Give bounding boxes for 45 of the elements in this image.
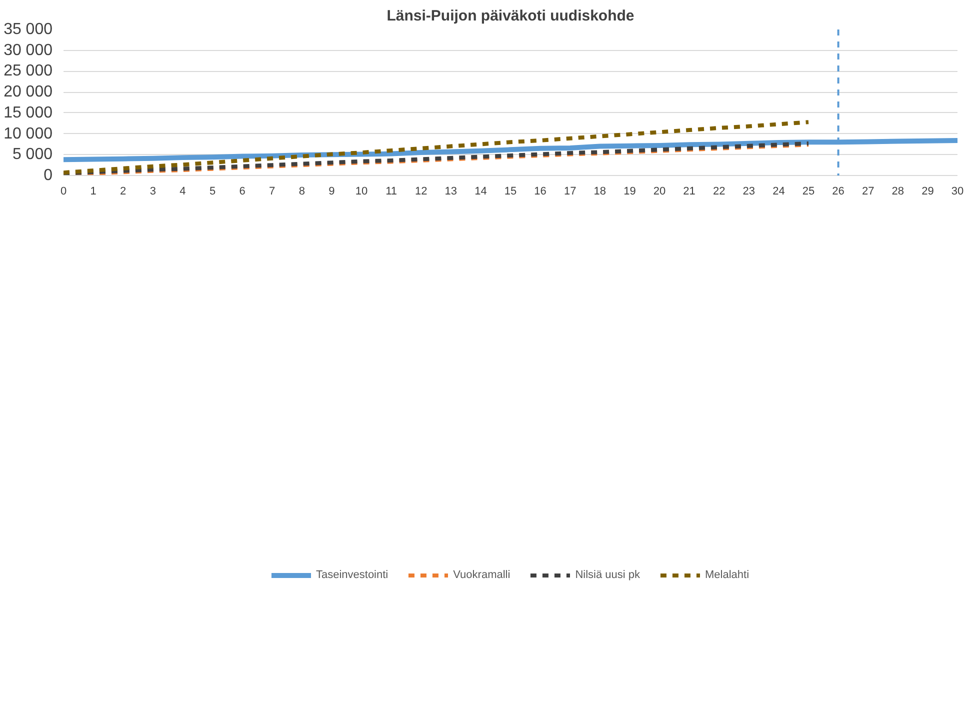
x-tick-label: 20 bbox=[653, 186, 666, 198]
y-tick-label: 5 000 bbox=[12, 146, 53, 164]
x-tick-label: 17 bbox=[564, 186, 576, 198]
x-tick-label: 7 bbox=[269, 186, 276, 198]
y-tick-label: 15 000 bbox=[4, 104, 53, 122]
x-tick-label: 8 bbox=[298, 186, 305, 198]
legend-label: Taseinvestointi bbox=[316, 569, 388, 581]
x-tick-label: 18 bbox=[594, 186, 606, 198]
legend-label: Vuokramalli bbox=[453, 569, 510, 581]
x-tick-label: 4 bbox=[180, 186, 186, 198]
y-tick-label: 30 000 bbox=[4, 42, 53, 59]
x-tick-label: 14 bbox=[474, 186, 487, 198]
y-tick-label: 10 000 bbox=[4, 125, 53, 142]
x-tick-label: 24 bbox=[772, 186, 785, 198]
x-tick-label: 12 bbox=[414, 186, 428, 198]
x-tick-label: 15 bbox=[504, 186, 517, 198]
x-tick-label: 25 bbox=[802, 186, 815, 198]
x-tick-label: 13 bbox=[444, 186, 458, 198]
x-tick-label: 11 bbox=[386, 186, 398, 198]
legend-label: Nilsiä uusi pk bbox=[575, 569, 640, 581]
y-tick-label: 25 000 bbox=[4, 62, 53, 80]
x-tick-label: 6 bbox=[239, 186, 246, 198]
x-tick-label: 30 bbox=[951, 186, 964, 198]
x-tick-label: 2 bbox=[120, 186, 126, 198]
legend-label: Melalahti bbox=[705, 569, 750, 581]
line-series bbox=[64, 120, 810, 175]
x-tick-label: 0 bbox=[60, 186, 67, 198]
x-tick-label: 10 bbox=[355, 186, 368, 198]
x-tick-label: 9 bbox=[328, 186, 335, 198]
x-tick-label: 21 bbox=[683, 186, 696, 198]
x-tick-label: 5 bbox=[209, 186, 216, 198]
y-tick-label: 20 000 bbox=[4, 84, 53, 101]
x-tick-label: 3 bbox=[150, 186, 156, 198]
x-tick-label: 27 bbox=[862, 186, 874, 198]
x-tick-label: 28 bbox=[892, 186, 904, 198]
y-tick-label: 0 bbox=[44, 167, 53, 184]
x-tick-label: 16 bbox=[534, 186, 546, 198]
x-tick-label: 26 bbox=[832, 186, 844, 198]
chart-title: Länsi-Puijon päiväkoti uudiskohde bbox=[386, 8, 634, 24]
x-tick-label: 22 bbox=[712, 186, 726, 198]
x-tick-label: 19 bbox=[624, 186, 636, 198]
y-tick-label: 35 000 bbox=[4, 21, 53, 38]
x-tick-label: 29 bbox=[922, 186, 934, 198]
x-tick-label: 23 bbox=[742, 186, 756, 198]
x-tick-label: 1 bbox=[90, 186, 96, 198]
